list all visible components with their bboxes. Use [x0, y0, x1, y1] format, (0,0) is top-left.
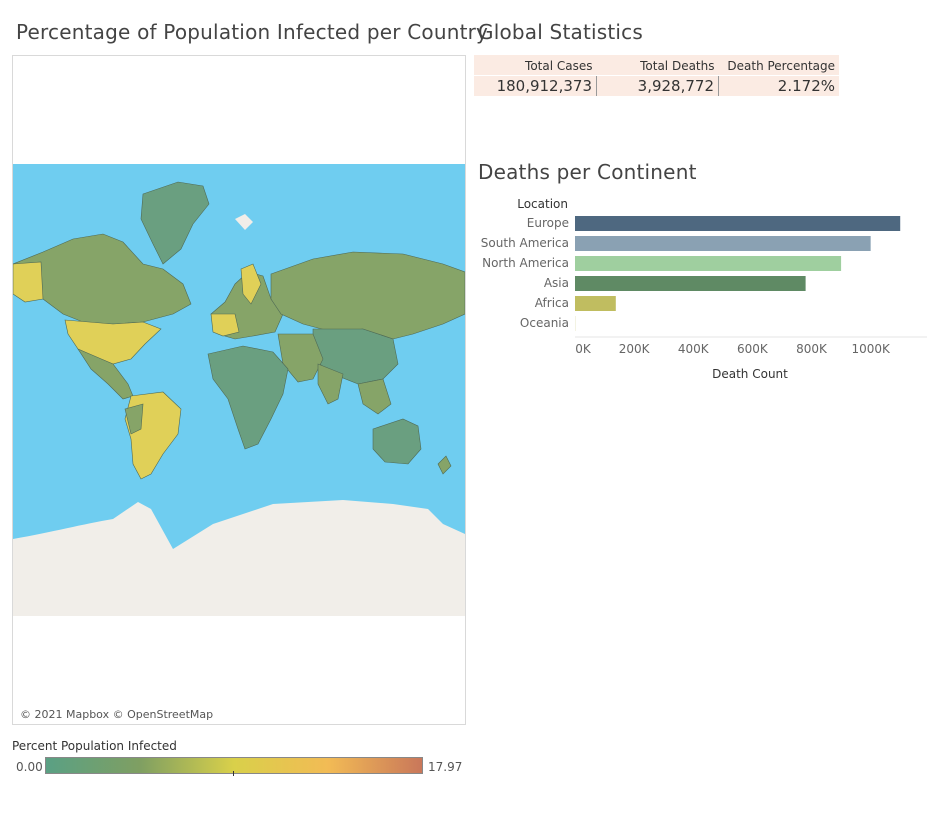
map-title: Percentage of Population Infected per Co… — [16, 20, 489, 44]
global-stats-table: Total Cases Total Deaths Death Percentag… — [474, 55, 839, 96]
western-europe — [210, 313, 240, 337]
stats-title: Global Statistics — [478, 20, 643, 44]
legend-min: 0.00 — [16, 760, 43, 774]
category-label: South America — [481, 236, 569, 250]
category-label: Africa — [535, 296, 569, 310]
x-tick-label: 1000K — [851, 342, 891, 356]
x-tick-label: 400K — [678, 342, 710, 356]
alaska — [13, 261, 44, 303]
map-credit: © 2021 Mapbox © OpenStreetMap — [20, 708, 214, 721]
legend-title: Percent Population Infected — [12, 739, 177, 753]
value-death-percentage: 2.172% — [718, 75, 839, 96]
scandinavia — [240, 263, 262, 305]
legend-color-ramp — [45, 757, 423, 774]
russia — [270, 251, 465, 340]
category-label: Asia — [544, 276, 569, 290]
x-tick-label: 800K — [796, 342, 828, 356]
greenland — [140, 181, 210, 265]
bar-north-america[interactable] — [575, 256, 842, 271]
peru — [124, 403, 144, 435]
usa — [64, 319, 162, 365]
legend-tick — [233, 771, 234, 776]
x-tick-label: 200K — [619, 342, 651, 356]
india — [317, 363, 344, 405]
x-tick-label: 600K — [737, 342, 769, 356]
category-label: Europe — [527, 216, 569, 230]
bar-africa[interactable] — [575, 296, 616, 311]
x-tick-label: 0K — [575, 342, 592, 356]
antarctica — [13, 500, 465, 616]
deaths-chart-title: Deaths per Continent — [478, 160, 697, 184]
deaths-bar-chart: Location Europe South America North Americ… — [481, 197, 927, 381]
header-death-percentage: Death Percentage — [718, 55, 839, 76]
map-canvas[interactable] — [13, 164, 465, 616]
bar-south-america[interactable] — [575, 236, 871, 251]
africa — [207, 345, 289, 450]
legend-max: 17.97 — [428, 760, 463, 774]
southeast-asia — [357, 378, 392, 415]
value-total-deaths: 3,928,772 — [596, 75, 719, 96]
bar-asia[interactable] — [575, 276, 806, 291]
mexico — [77, 348, 134, 400]
header-total-cases: Total Cases — [474, 55, 597, 76]
category-label: North America — [482, 256, 569, 270]
australia — [372, 418, 422, 465]
new-zealand — [437, 455, 452, 475]
x-axis-label: Death Count — [712, 367, 788, 381]
bar-europe[interactable] — [575, 216, 901, 231]
value-total-cases: 180,912,373 — [474, 75, 597, 96]
header-total-deaths: Total Deaths — [596, 55, 719, 76]
y-axis-label: Location — [517, 197, 568, 211]
category-label: Oceania — [520, 316, 569, 330]
svalbard — [235, 214, 253, 230]
world-map[interactable]: © 2021 Mapbox © OpenStreetMap — [12, 55, 466, 725]
